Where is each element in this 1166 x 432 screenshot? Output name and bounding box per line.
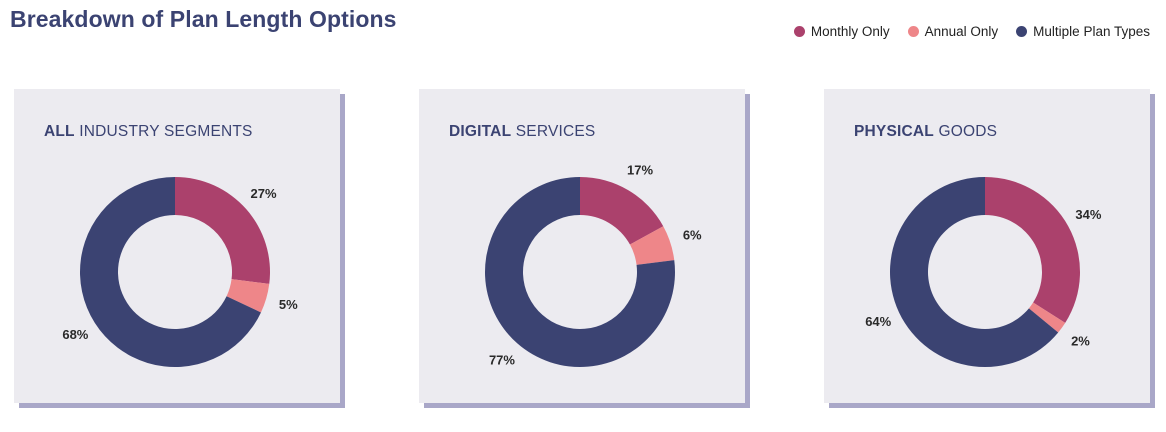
chart-legend: Monthly Only Annual Only Multiple Plan T… <box>793 24 1150 39</box>
chart-title-bold: PHYSICAL <box>854 123 934 140</box>
label-annual: 2% <box>1071 333 1090 348</box>
chart-title-bold: DIGITAL <box>449 123 512 140</box>
chart-title-rest: INDUSTRY SEGMENTS <box>74 123 253 140</box>
slice-multiple <box>485 177 675 367</box>
legend-dot-monthly <box>793 26 805 37</box>
slice-monthly <box>175 177 271 284</box>
label-monthly: 34% <box>1075 207 1101 222</box>
slice-multiple <box>80 177 261 367</box>
label-annual: 6% <box>683 228 702 243</box>
chart-title-rest: GOODS <box>933 123 998 140</box>
slice-annual <box>629 226 675 265</box>
slice-monthly <box>985 177 1080 323</box>
legend-label-annual: Annual Only <box>924 24 999 39</box>
chart-title: ALL INDUSTRY SEGMENTS <box>44 123 253 141</box>
legend-dot-annual <box>907 26 919 37</box>
legend-dot-multiple <box>1016 26 1028 37</box>
donut-chart: 34% 2% 64% <box>865 177 1102 367</box>
card-all-segments: ALL INDUSTRY SEGMENTS 27% 5% 68% <box>14 89 345 408</box>
page-title: Breakdown of Plan Length Options <box>10 6 397 32</box>
donut-chart: 27% 5% 68% <box>62 177 298 367</box>
card-panel: PHYSICAL GOODS 34% 2% 64% <box>824 89 1150 403</box>
label-monthly: 27% <box>250 186 276 201</box>
chart-title-bold: ALL <box>44 123 75 140</box>
legend-item-multiple: Multiple Plan Types <box>1016 24 1150 39</box>
slice-annual <box>1028 302 1066 333</box>
legend-item-monthly: Monthly Only <box>793 24 890 39</box>
legend-label-monthly: Monthly Only <box>810 24 890 39</box>
label-multiple: 77% <box>489 353 515 368</box>
legend-item-annual: Annual Only <box>907 24 999 39</box>
chart-title: PHYSICAL GOODS <box>854 123 997 141</box>
label-annual: 5% <box>279 297 298 312</box>
card-panel: DIGITAL SERVICES 17% 6% 77% <box>419 89 745 403</box>
chart-title-rest: SERVICES <box>511 123 596 140</box>
label-multiple: 68% <box>62 327 88 342</box>
label-multiple: 64% <box>865 314 891 329</box>
slice-monthly <box>580 177 664 245</box>
chart-title: DIGITAL SERVICES <box>449 123 595 141</box>
card-panel: ALL INDUSTRY SEGMENTS 27% 5% 68% <box>14 89 340 403</box>
label-monthly: 17% <box>627 162 653 177</box>
legend-label-multiple: Multiple Plan Types <box>1033 24 1150 39</box>
card-physical-goods: PHYSICAL GOODS 34% 2% 64% <box>824 89 1155 408</box>
card-digital-services: DIGITAL SERVICES 17% 6% 77% <box>419 89 750 408</box>
slice-annual <box>226 279 270 313</box>
slice-multiple <box>890 177 1059 367</box>
donut-chart: 17% 6% 77% <box>485 162 702 368</box>
